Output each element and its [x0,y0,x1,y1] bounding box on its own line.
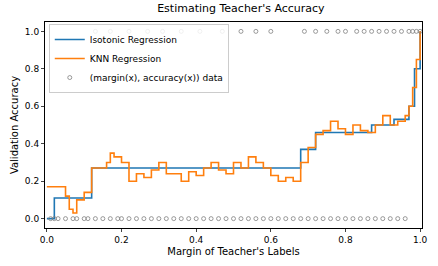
svg-text:0.6: 0.6 [25,101,40,111]
svg-text:0.8: 0.8 [338,235,353,245]
svg-text:1.0: 1.0 [25,27,40,37]
svg-text:0.4: 0.4 [189,235,204,245]
svg-text:Estimating Teacher's Accuracy: Estimating Teacher's Accuracy [157,2,325,15]
svg-text:0.0: 0.0 [25,214,40,224]
svg-text:0.2: 0.2 [114,235,128,245]
svg-text:0.0: 0.0 [40,235,55,245]
svg-text:Isotonic Regression: Isotonic Regression [90,35,177,45]
svg-text:(margin(x), accuracy(x)) data: (margin(x), accuracy(x)) data [90,73,223,83]
svg-text:1.0: 1.0 [413,235,428,245]
svg-text:KNN Regression: KNN Regression [90,54,161,64]
svg-text:0.2: 0.2 [25,176,39,186]
svg-text:0.8: 0.8 [25,64,40,74]
svg-text:0.4: 0.4 [25,139,40,149]
svg-text:0.6: 0.6 [264,235,279,245]
svg-text:Margin of Teacher's Labels: Margin of Teacher's Labels [167,246,299,257]
svg-text:Validation Accuracy: Validation Accuracy [9,76,20,174]
